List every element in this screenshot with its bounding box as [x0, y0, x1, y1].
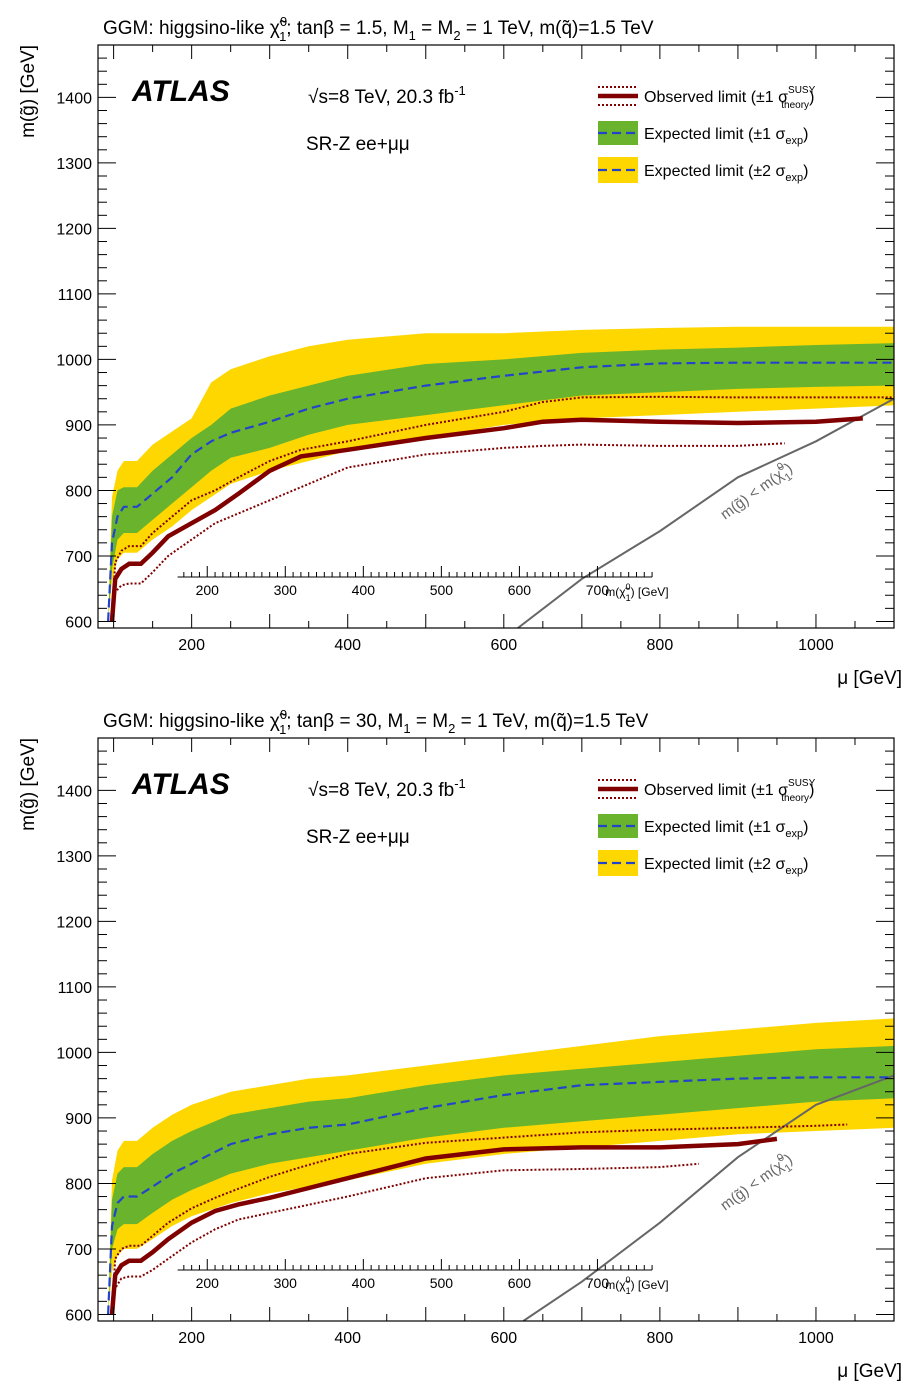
- region-label: SR-Z ee+μμ: [306, 134, 410, 155]
- chart-top-tanbeta-1p5: 200 400 600 800 1000 600 700 800 900 1000 1100 1200…: [18, 14, 902, 689]
- kinematic-limit-line: [517, 397, 894, 628]
- x-tick-label: 400: [334, 1330, 361, 1347]
- neutralino-axis-tick-label: 400: [352, 1275, 376, 1291]
- plot-area: [107, 1018, 894, 1321]
- legend-entry-label: Observed limit (±1 σSUSY theory): [644, 778, 816, 804]
- y-tick-label: 1200: [56, 914, 92, 931]
- neutralino-axis-tick-label: 700: [586, 582, 610, 598]
- neutralino-axis-tick-label: 400: [352, 582, 376, 598]
- observed-minus-1sigma-theory-line: [111, 442, 785, 622]
- y-tick-label: 1400: [56, 783, 92, 800]
- x-tick-label: 1000: [798, 637, 834, 654]
- chart-title: GGM: higgsino-like χ̃0 1; tanβ = 30, M1 =…: [103, 707, 649, 737]
- expected-limit-line: [107, 1076, 894, 1315]
- y-axis-label: m(g̃) [GeV]: [18, 738, 39, 831]
- x-tick-label: 200: [178, 637, 205, 654]
- neutralino-axis-tick-label: 700: [586, 1275, 610, 1291]
- x-tick-label: 600: [490, 1330, 517, 1347]
- x-tick-label: 200: [178, 1330, 205, 1347]
- x-axis-label: μ [GeV]: [837, 1361, 902, 1382]
- atlas-label: ATLAS: [131, 768, 230, 801]
- y-tick-label: 1400: [56, 90, 92, 107]
- region-label: SR-Z ee+μμ: [306, 827, 410, 848]
- neutralino-axis-tick-label: 300: [274, 1275, 298, 1291]
- y-tick-label: 900: [65, 418, 92, 435]
- y-tick-label: 1300: [56, 849, 92, 866]
- y-axis-label: m(g̃) [GeV]: [18, 45, 39, 138]
- y-tick-label: 1300: [56, 156, 92, 173]
- neutralino-axis-tick-label: 600: [508, 1275, 532, 1291]
- neutralino-axis-tick-label: 300: [274, 582, 298, 598]
- observed-limit-line: [109, 1136, 778, 1315]
- neutralino-axis-tick-label: 600: [508, 582, 532, 598]
- legend-entry-label: Expected limit (±1 σexp): [644, 126, 808, 147]
- y-tick-label: 800: [65, 1176, 92, 1193]
- kinematic-limit-line: [522, 1074, 894, 1321]
- legend-entry-label: Observed limit (±1 σSUSY theory): [644, 85, 816, 111]
- expected-limit-line: [107, 361, 894, 622]
- observed-plus-1sigma-theory-line: [111, 1123, 848, 1315]
- x-axis-label: μ [GeV]: [837, 668, 902, 689]
- kinematic-limit-label: m(g̃) < m(χ̃01): [716, 1148, 799, 1218]
- plot-frame: [97, 44, 895, 629]
- plot-area: [107, 326, 894, 628]
- neutralino-axis-tick-label: 200: [196, 582, 220, 598]
- observed-minus-1sigma-theory-line: [111, 1162, 699, 1315]
- y-tick-label: 700: [65, 1242, 92, 1259]
- legend-entry-label: Expected limit (±1 σexp): [644, 819, 808, 840]
- x-tick-label: 800: [647, 1330, 674, 1347]
- expected-1sigma-band: [108, 343, 894, 622]
- y-tick-label: 1100: [58, 287, 93, 304]
- energy-label: √s=8 TeV, 20.3 fb-1: [308, 83, 466, 108]
- x-tick-label: 1000: [798, 1330, 834, 1347]
- atlas-label: ATLAS: [131, 75, 230, 108]
- observed-plus-1sigma-theory-line: [111, 395, 894, 622]
- y-tick-label: 1000: [56, 352, 92, 369]
- y-tick-label: 700: [65, 549, 92, 566]
- y-tick-label: 600: [65, 1307, 92, 1324]
- neutralino-axis-tick-label: 500: [430, 582, 454, 598]
- x-tick-label: 800: [647, 637, 674, 654]
- y-tick-label: 900: [65, 1111, 92, 1128]
- expected-1sigma-band: [108, 1045, 894, 1315]
- y-tick-label: 800: [65, 483, 92, 500]
- neutralino-axis-label: m(χ̃0 1) [GeV]: [605, 582, 668, 603]
- y-tick-label: 1100: [58, 980, 93, 997]
- x-tick-label: 600: [490, 637, 517, 654]
- neutralino-axis-label: m(χ̃0 1) [GeV]: [605, 1275, 668, 1296]
- neutralino-axis-tick-label: 200: [196, 1275, 220, 1291]
- y-tick-label: 1000: [56, 1045, 92, 1062]
- plot-frame: [97, 737, 895, 1322]
- y-tick-label: 1200: [56, 221, 92, 238]
- chart-title: GGM: higgsino-like χ̃0 1; tanβ = 1.5, M1 …: [103, 14, 654, 44]
- observed-limit-line: [109, 416, 863, 622]
- legend-entry-label: Expected limit (±2 σexp): [644, 163, 808, 184]
- energy-label: √s=8 TeV, 20.3 fb-1: [308, 776, 466, 801]
- legend-entry-label: Expected limit (±2 σexp): [644, 856, 808, 877]
- y-tick-label: 600: [65, 614, 92, 631]
- chart-bottom-tanbeta-30: 200 400 600 800 1000 600 700 800 900 1000 1100 1200…: [18, 707, 902, 1382]
- neutralino-axis-tick-label: 500: [430, 1275, 454, 1291]
- x-tick-label: 400: [334, 637, 361, 654]
